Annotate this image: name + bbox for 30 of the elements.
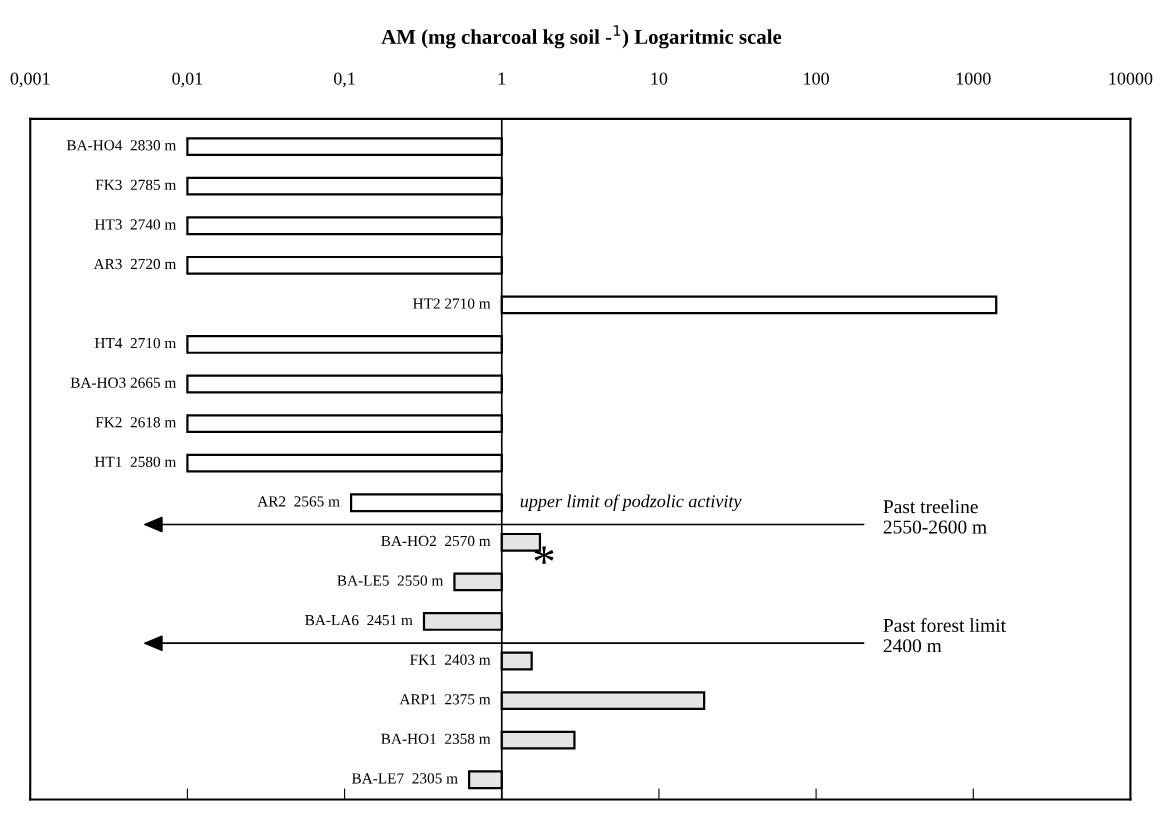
x-tick-label: 10	[651, 72, 668, 85]
y-tick-label: BA-LE5 2550 m	[337, 575, 444, 586]
y-tick-label: HT3 2740 m	[94, 219, 177, 230]
y-tick-label: HT2 2710 m	[413, 298, 491, 309]
y-tick-label: FK2 2618 m	[95, 417, 177, 428]
y-tick-label: HT1 2580 m	[94, 456, 177, 467]
y-tick-label: BA-LA6 2451 m	[305, 614, 413, 626]
annotation: Past treeline 2550-2600 m	[883, 499, 987, 534]
y-tick-label: HT4 2710 m	[94, 337, 177, 349]
y-tick-label: FK3 2785 m	[95, 179, 177, 190]
annotation: Past forest limit 2400 m	[883, 618, 1006, 653]
chart-title: AM (mg charcoal kg soil -$^{1}$) Logaritmic scale	[381, 25, 782, 49]
y-tick-label: BA-LE7 2305 m	[351, 773, 458, 784]
annotation: *	[534, 546, 554, 564]
y-tick-label: BA-HO4 2830 m	[66, 140, 177, 151]
y-tick-label: ARP1 2375 m	[399, 694, 491, 705]
y-tick-label: BA-HO3 2665 m	[70, 377, 177, 388]
y-tick-label: AR2 2565 m	[257, 496, 340, 507]
x-tick-label: 1000	[956, 72, 991, 85]
y-tick-label: BA-HO1 2358 m	[381, 733, 491, 744]
x-tick-label: 0,001	[10, 72, 50, 88]
x-tick-label: 100	[804, 72, 829, 85]
x-tick-label: 0,01	[172, 72, 203, 88]
annotation: upper limit of podzolic activity	[520, 494, 742, 512]
x-tick-label: 0,1	[333, 72, 355, 88]
x-tick-label: 1	[498, 72, 506, 85]
y-tick-label: AR3 2720 m	[93, 258, 177, 270]
y-tick-label: FK1 2403 m	[410, 654, 491, 665]
y-tick-label: BA-HO2 2570 m	[381, 535, 491, 547]
x-tick-label: 10000	[1109, 72, 1153, 85]
